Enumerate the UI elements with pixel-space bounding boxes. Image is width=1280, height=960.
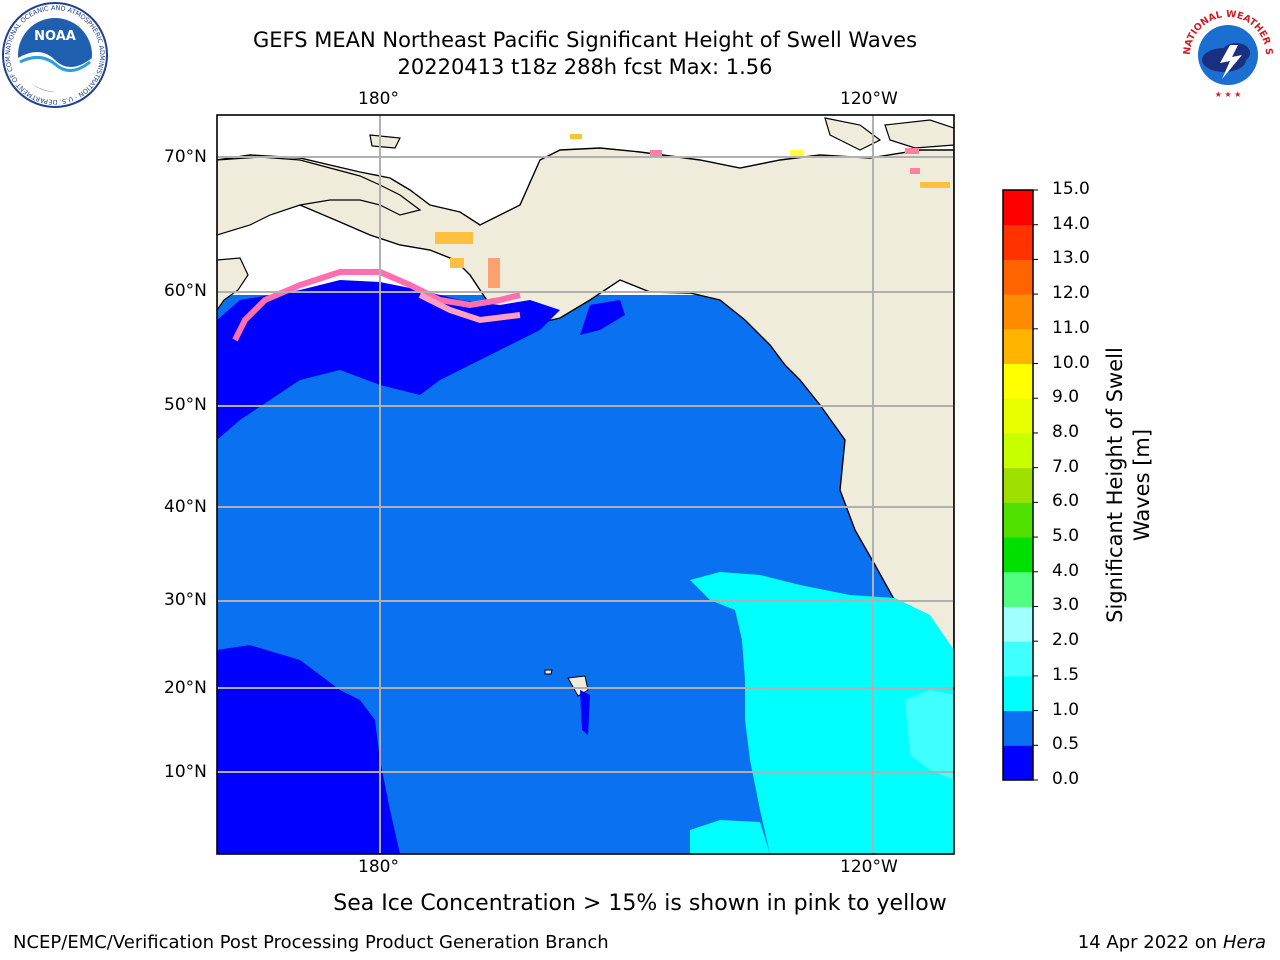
colorbar-segment <box>1003 363 1033 399</box>
colorbar <box>1002 189 1038 781</box>
lat-label-70n: 70°N <box>164 147 207 167</box>
colorbar-tick-label: 5.0 <box>1052 526 1080 547</box>
lat-label-10n: 10°N <box>164 762 207 782</box>
footer-credit: NCEP/EMC/Verification Post Processing Pr… <box>13 932 609 953</box>
lat-label-20n: 20°N <box>164 678 207 698</box>
colorbar-tick-label: 7.0 <box>1052 456 1080 477</box>
colorbar-segment <box>1003 294 1033 330</box>
colorbar-segment <box>1003 328 1033 365</box>
colorbar-segment <box>1003 190 1033 226</box>
plot-title: GEFS MEAN Northeast Pacific Significant … <box>252 28 918 52</box>
colorbar-segment <box>1003 432 1033 469</box>
colorbar-segment <box>1003 745 1033 781</box>
colorbar-tick-label: 15.0 <box>1052 179 1090 199</box>
colorbar-tick-label: 3.0 <box>1052 595 1080 616</box>
colorbar-segment <box>1003 571 1033 607</box>
colorbar-segment <box>1003 675 1033 712</box>
colorbar-tick-label: 1.5 <box>1052 664 1080 685</box>
colorbar-tick-label: 2.0 <box>1052 630 1080 651</box>
colorbar-tick-label: 14.0 <box>1052 213 1090 234</box>
colorbar-tick-label: 10.0 <box>1052 352 1090 373</box>
colorbar-segment <box>1003 606 1033 642</box>
colorbar-tick-label: 11.0 <box>1052 317 1090 338</box>
colorbar-tick-label: 12.0 <box>1052 283 1090 304</box>
colorbar-tick-label: 1.0 <box>1052 699 1080 720</box>
colorbar-segment <box>1003 641 1033 677</box>
noaa-logo: NATIONAL OCEANIC AND ATMOSPHERIC ADMINIS… <box>0 0 108 108</box>
svg-text:NOAA: NOAA <box>34 29 76 44</box>
plot-subtitle: 20220413 t18z 288h fcst Max: 1.56 <box>397 55 773 79</box>
lat-label-40n: 40°N <box>164 497 207 517</box>
lon-label-bottom-120w: 120°W <box>840 857 898 877</box>
lat-label-50n: 50°N <box>164 395 207 415</box>
colorbar-border <box>1002 189 1034 781</box>
colorbar-tick-label: 13.0 <box>1052 248 1090 269</box>
lat-label-60n: 60°N <box>164 281 207 301</box>
colorbar-tick-label: 8.0 <box>1052 421 1080 442</box>
colorbar-segment <box>1003 502 1033 538</box>
colorbar-segment <box>1003 537 1033 573</box>
lon-label-top-120w: 120°W <box>840 89 898 109</box>
colorbar-tick-label: 9.0 <box>1052 387 1080 408</box>
colorbar-tick-label: 0.0 <box>1052 769 1080 789</box>
nws-logo: NATIONAL WEATHER SERVICE ★ ★ ★ <box>1178 5 1275 102</box>
colorbar-segment <box>1003 224 1033 260</box>
footer-host: Hera <box>1222 932 1266 953</box>
footer-date-text: 14 Apr 2022 on <box>1077 932 1223 953</box>
lon-label-bottom-180: 180° <box>358 857 399 877</box>
colorbar-tick-label: 4.0 <box>1052 560 1080 581</box>
lat-label-30n: 30°N <box>164 590 207 610</box>
colorbar-segment <box>1003 259 1033 295</box>
colorbar-tick-label: 6.0 <box>1052 491 1080 512</box>
colorbar-segment <box>1003 467 1033 503</box>
colorbar-tick-label: 0.5 <box>1052 734 1080 755</box>
colorbar-segment <box>1003 710 1033 746</box>
sea-ice-note: Sea Ice Concentration > 15% is shown in … <box>333 891 947 916</box>
colorbar-segment <box>1003 398 1033 434</box>
svg-text:★ ★ ★: ★ ★ ★ <box>1215 90 1242 99</box>
colorbar-label: Significant Height of Swell Waves [m] <box>1103 347 1154 623</box>
lon-label-top-180: 180° <box>358 89 399 109</box>
footer-date: 14 Apr 2022 on Hera <box>1078 932 1266 953</box>
